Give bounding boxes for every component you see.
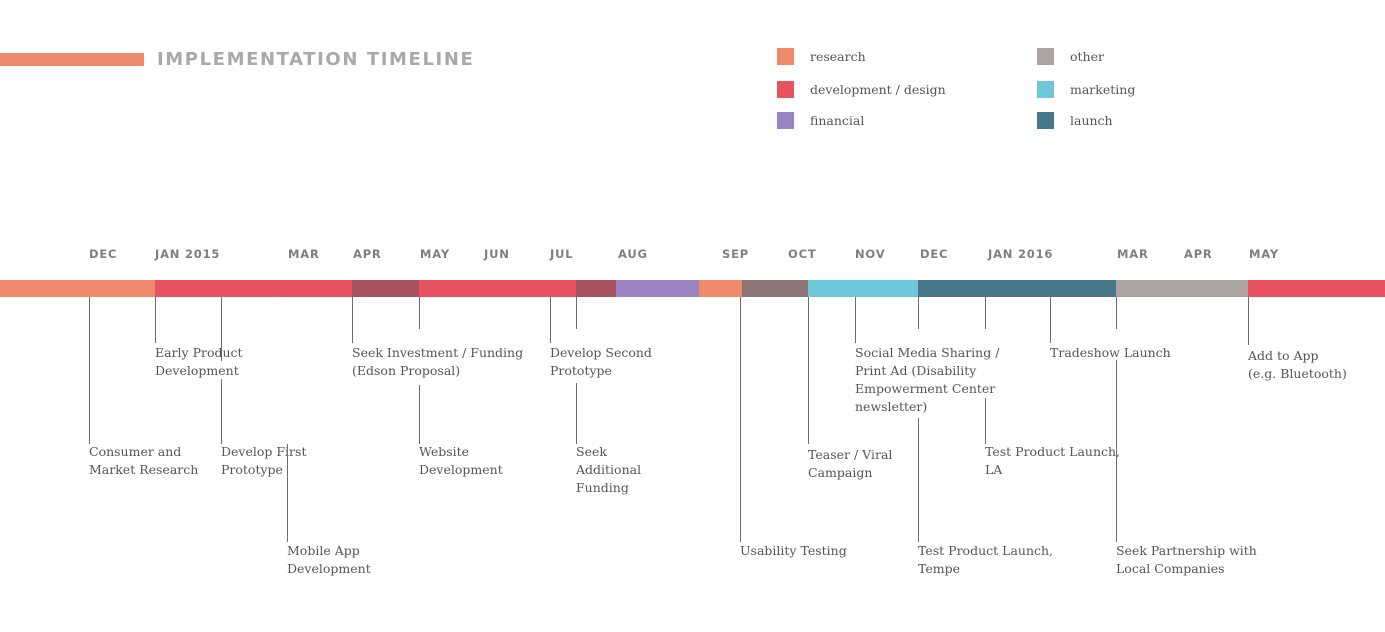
month-label: OCT	[788, 247, 816, 261]
timeline-segment-development	[1248, 280, 1385, 297]
month-label: APR	[353, 247, 382, 261]
event-label: Develop First	[221, 444, 306, 459]
event-label: Funding	[576, 480, 629, 495]
timeline-segment-marketing	[808, 280, 918, 297]
event-label: Development	[287, 561, 371, 576]
legend-label-financial: financial	[810, 113, 865, 128]
event-label: Additional	[575, 462, 641, 477]
event-label: Tradeshow Launch	[1050, 345, 1171, 360]
event-label: Development	[419, 462, 503, 477]
event-label: Seek	[576, 444, 607, 459]
month-label: DEC	[920, 247, 948, 261]
event-label: Consumer and	[89, 444, 181, 459]
month-label: DEC	[89, 247, 117, 261]
month-label: JAN 2015	[154, 247, 220, 261]
event-label: Development	[155, 363, 239, 378]
event-label: Website	[419, 444, 469, 459]
legend-swatch-financial	[777, 112, 794, 129]
event-label: Empowerment Center	[855, 381, 995, 396]
legend-swatch-marketing	[1037, 81, 1054, 98]
timeline-segment-research	[0, 280, 155, 297]
event-label: Prototype	[221, 462, 283, 477]
event-label: Mobile App	[287, 543, 360, 558]
month-label: JUL	[549, 247, 573, 261]
month-label: NOV	[855, 247, 885, 261]
month-label: MAR	[288, 247, 320, 261]
title-accent-bar	[0, 53, 144, 66]
legend-swatch-development	[777, 81, 794, 98]
legend-label-marketing: marketing	[1070, 82, 1136, 97]
legend-label-other: other	[1070, 49, 1104, 64]
legend-label-development: development / design	[810, 82, 946, 97]
event-label: Seek Investment / Funding	[352, 345, 523, 360]
event-label: Market Research	[89, 462, 198, 477]
event-label: newsletter)	[855, 399, 927, 414]
legend-swatch-launch	[1037, 112, 1054, 129]
event-label: Tempe	[918, 561, 960, 576]
timeline-segment-other-dark	[742, 280, 808, 297]
event-label: LA	[985, 462, 1003, 477]
event-label: Campaign	[808, 465, 872, 480]
event-label: Usability Testing	[740, 543, 847, 558]
legend-label-launch: launch	[1070, 113, 1113, 128]
legend-label-research: research	[810, 49, 866, 64]
timeline-segment-launch	[918, 280, 1116, 297]
event-label: Add to App	[1247, 348, 1319, 363]
timeline-segment-research	[699, 280, 742, 297]
legend-swatch-other	[1037, 48, 1054, 65]
month-label: MAY	[420, 247, 450, 261]
month-label: MAR	[1117, 247, 1149, 261]
event-label: Prototype	[550, 363, 612, 378]
page-title: IMPLEMENTATION TIMELINE	[157, 49, 475, 70]
month-label: APR	[1184, 247, 1213, 261]
event-label: Develop Second	[550, 345, 652, 360]
event-label: Early Product	[155, 345, 243, 360]
timeline-segment-other	[1116, 280, 1248, 297]
legend-swatch-research	[777, 48, 794, 65]
event-label: Test Product Launch,	[918, 543, 1053, 558]
event-label: Seek Partnership with	[1116, 543, 1257, 558]
month-label: MAY	[1249, 247, 1279, 261]
event-label: (Edson Proposal)	[352, 363, 460, 378]
timeline-segment-development	[155, 280, 352, 297]
timeline-segment-development	[419, 280, 576, 297]
month-label: JAN 2016	[987, 247, 1053, 261]
event-label: (e.g. Bluetooth)	[1248, 366, 1347, 381]
month-label: AUG	[618, 247, 648, 261]
event-label: Teaser / Viral	[808, 447, 892, 462]
timeline-segment-dev-dark	[576, 280, 616, 297]
event-label: Test Product Launch,	[985, 444, 1120, 459]
timeline-segment-dev-dark	[352, 280, 419, 297]
event-label: Social Media Sharing /	[855, 345, 1000, 360]
month-label: JUN	[483, 247, 510, 261]
event-label: Print Ad (Disability	[855, 363, 977, 378]
event-label: Local Companies	[1116, 561, 1225, 576]
month-label: SEP	[722, 247, 749, 261]
timeline-segment-financial	[616, 280, 699, 297]
